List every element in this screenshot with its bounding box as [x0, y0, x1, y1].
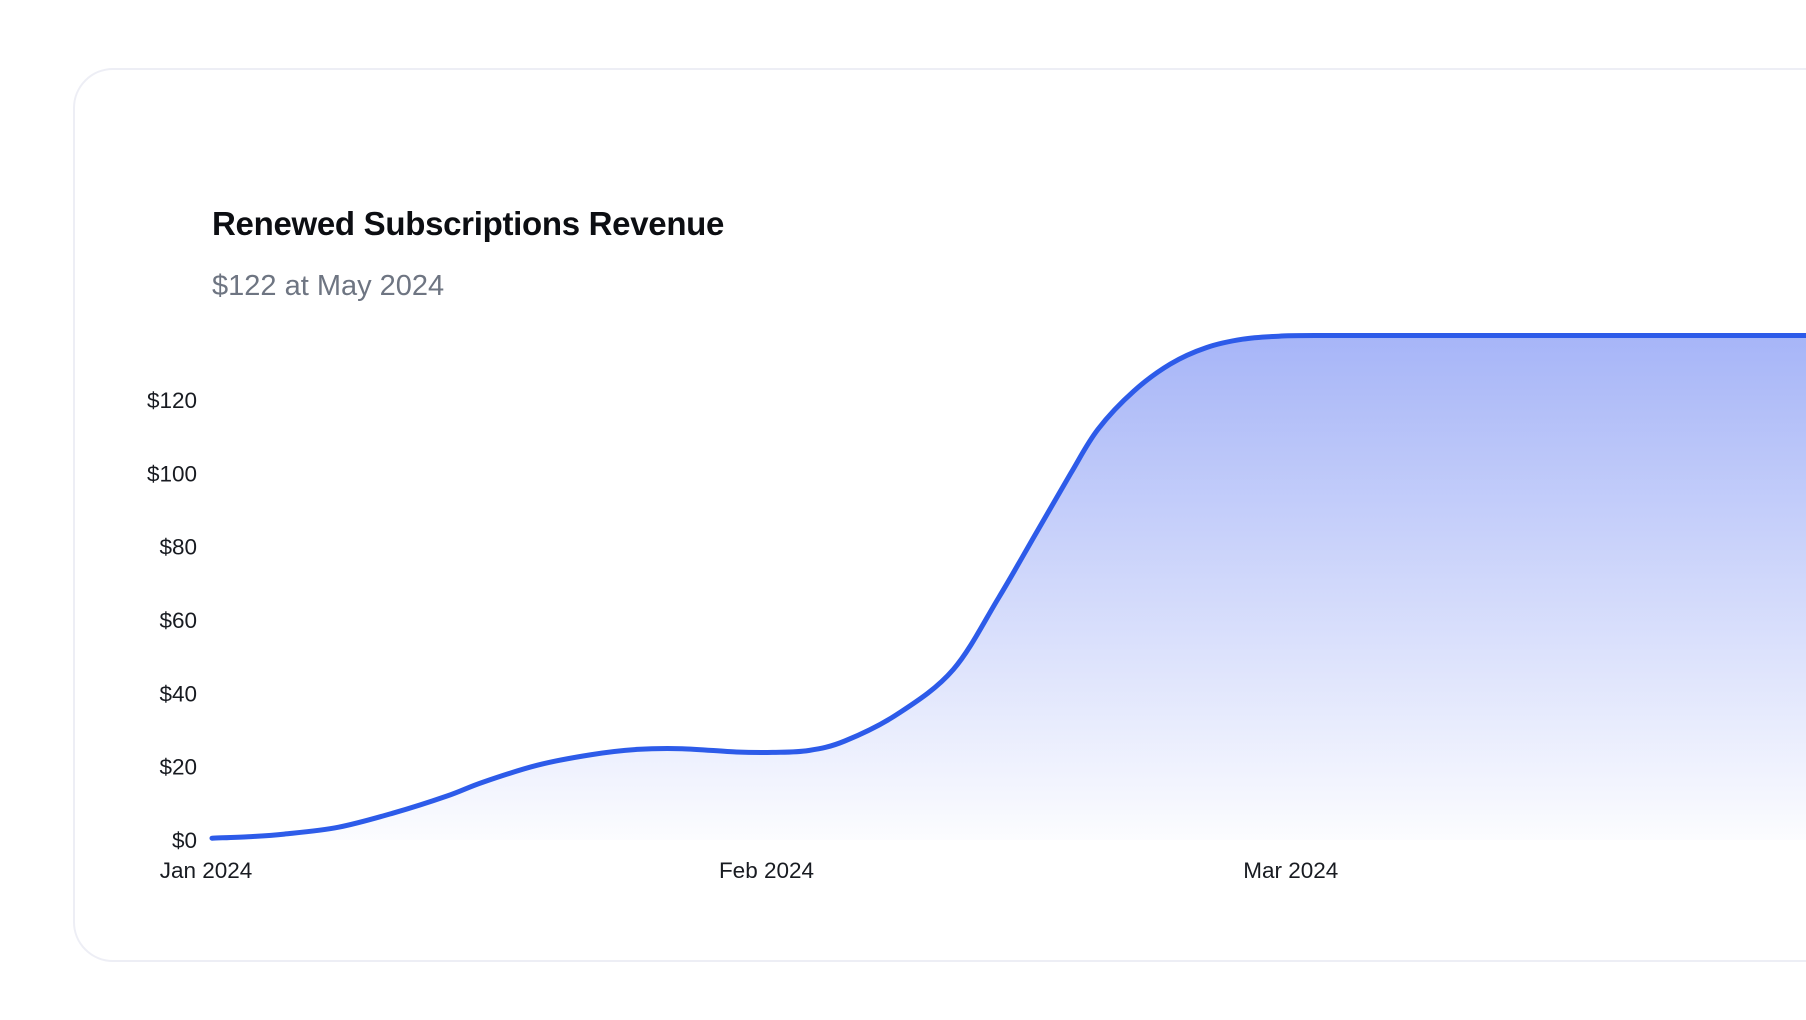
y-axis-tick-label: $120 [147, 388, 197, 413]
x-axis-tick-label: Jan 2024 [160, 858, 253, 883]
y-axis-labels: $0 $20 $40 $60 $80 $100 $120 [147, 388, 197, 853]
area-fill [212, 335, 1806, 840]
y-axis-tick-label: $60 [159, 608, 197, 633]
y-axis-tick-label: $20 [159, 755, 197, 780]
y-axis-tick-label: $100 [147, 461, 197, 486]
chart-subtitle: $122 at May 2024 [212, 270, 445, 302]
series-line [209, 332, 1806, 841]
y-axis-tick-label: $40 [159, 681, 197, 706]
chart-title: Renewed Subscriptions Revenue [212, 205, 725, 242]
x-axis-tick-label: Mar 2024 [1243, 858, 1338, 883]
x-axis-labels: Jan 2024 Feb 2024 Mar 2024 [160, 858, 1339, 883]
y-axis-tick-label: $0 [172, 828, 197, 853]
x-axis-tick-label: Feb 2024 [719, 858, 814, 883]
y-axis-tick-label: $80 [159, 535, 197, 560]
